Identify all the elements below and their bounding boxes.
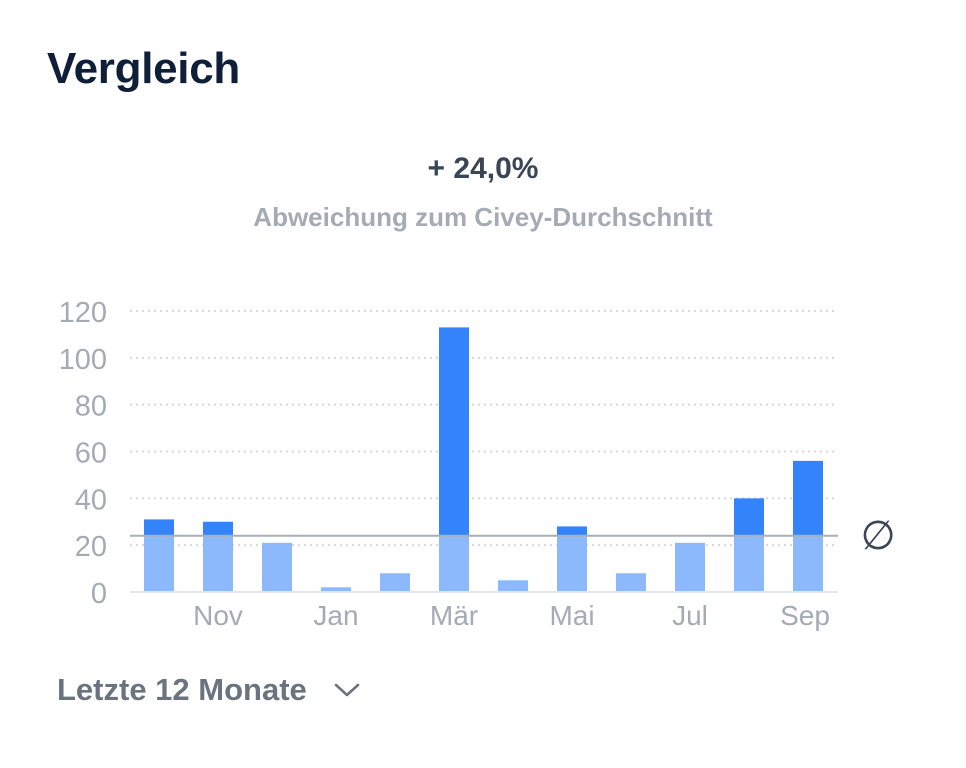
bar-chart: 0 20 40 60 80 100 120 ∅ Nov Jan Mär Mai Jul Sep <box>59 297 896 631</box>
y-tick-label: 40 <box>75 484 107 516</box>
bar-above-average <box>439 327 469 536</box>
bar-below-average <box>793 535 823 592</box>
y-tick-label: 100 <box>59 344 107 376</box>
bar-below-average <box>675 542 705 592</box>
y-tick-label: 20 <box>75 531 107 563</box>
y-tick-label: 80 <box>75 391 107 423</box>
bar-below-average <box>557 535 587 592</box>
timeframe-label: Letzte 12 Monate <box>57 672 307 707</box>
bar-below-average <box>262 542 292 592</box>
bar-below-average <box>203 535 233 592</box>
bar-below-average <box>616 573 646 592</box>
bar-below-average <box>439 535 469 592</box>
x-tick-label: Mai <box>549 600 594 631</box>
deviation-value: + 24,0% <box>427 152 539 185</box>
bar-above-average <box>793 460 823 536</box>
bar-above-average <box>734 498 764 536</box>
average-symbol-icon: ∅ <box>861 513 896 559</box>
bar-below-average <box>144 535 174 592</box>
bar-below-average <box>498 580 528 592</box>
y-tick-label: 0 <box>91 578 107 610</box>
x-tick-label: Jul <box>672 600 708 631</box>
bar-above-average <box>203 521 233 536</box>
page-title: Vergleich <box>47 44 240 93</box>
deviation-caption: Abweichung zum Civey-Durchschnitt <box>253 202 713 232</box>
x-tick-label: Mär <box>430 600 478 631</box>
bar-below-average <box>380 573 410 592</box>
chevron-down-icon <box>334 683 360 697</box>
bar-above-average <box>557 526 587 536</box>
timeframe-dropdown[interactable]: Letzte 12 Monate <box>57 672 361 708</box>
x-tick-label: Nov <box>193 600 243 631</box>
bar-below-average <box>734 535 764 592</box>
bar-above-average <box>144 519 174 536</box>
y-tick-label: 120 <box>59 297 107 329</box>
bar-below-average <box>321 587 351 592</box>
y-tick-label: 60 <box>75 438 107 470</box>
x-tick-label: Sep <box>780 600 830 631</box>
x-tick-label: Jan <box>313 600 358 631</box>
